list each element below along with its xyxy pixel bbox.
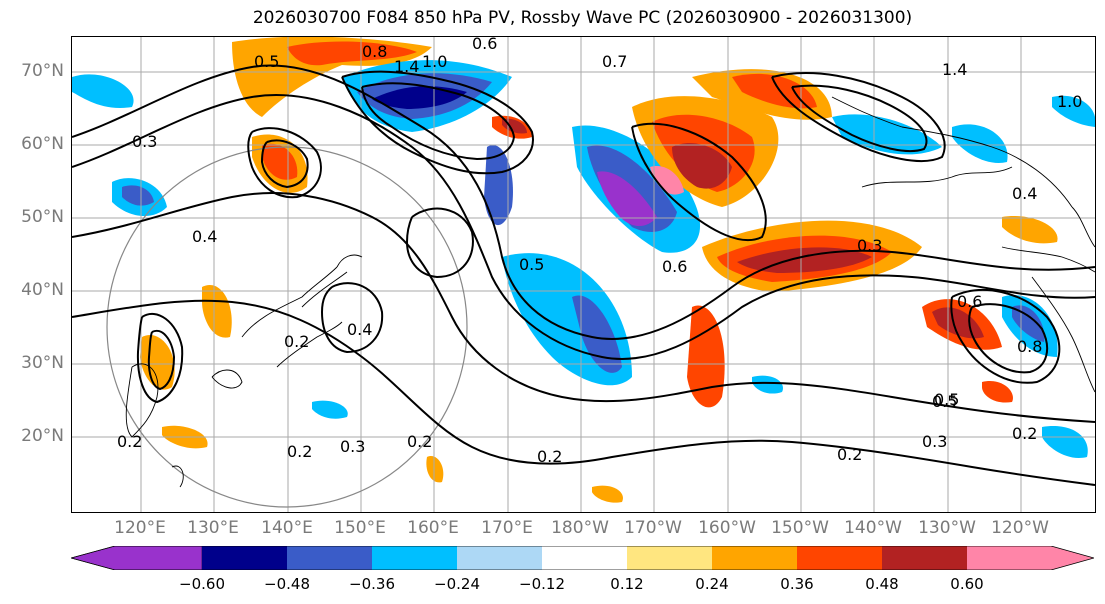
contour-label: 1.0 [1057, 92, 1082, 111]
pv-field-map: 0.5 0.8 1.4 1.0 0.6 0.6 0.3 0.5 0.2 0.4 … [72, 37, 1095, 512]
contour-label: 0.4 [192, 227, 217, 246]
colorbar-tick-label: −0.12 [519, 575, 565, 593]
lon-label: 160°E [407, 518, 459, 538]
contour-label: 0.8 [362, 42, 387, 61]
lon-label: 170°E [481, 518, 533, 538]
colorbar-tick-label: 0.36 [780, 575, 814, 593]
colorbar-tick-label: 0.12 [610, 575, 644, 593]
colorbar-segment [372, 546, 457, 570]
contour-label: 0.4 [347, 320, 372, 339]
contour-label: 1.4 [394, 57, 419, 76]
lon-label: 130°W [918, 518, 976, 538]
colorbar-segment [542, 546, 627, 570]
colorbar-segment [457, 546, 542, 570]
anomaly-shading [72, 37, 1095, 503]
contour-label: 0.2 [287, 442, 312, 461]
contour-label: 0.3 [857, 236, 882, 255]
contour-label: 1.4 [942, 60, 967, 79]
colorbar-segment [882, 546, 967, 570]
colorbar-segment [797, 546, 882, 570]
colorbar-tick-label: 0.48 [865, 575, 899, 593]
contour-label: 0.6 [957, 292, 982, 311]
colorbar [71, 546, 1094, 570]
contour-label: 0.5 [934, 390, 959, 409]
lon-label: 120°E [114, 518, 166, 538]
contour-label: 0.3 [132, 132, 157, 151]
colorbar-segment [71, 546, 203, 570]
contour-label: 0.3 [922, 432, 947, 451]
lat-label: 20°N [21, 426, 64, 446]
contour-label: 1.0 [422, 52, 447, 71]
map-panel: 0.5 0.8 1.4 1.0 0.6 0.6 0.3 0.5 0.2 0.4 … [71, 36, 1096, 513]
pv-contours [72, 64, 1095, 486]
contour-label: 0.6 [662, 257, 687, 276]
contour-label: 0.5 [932, 392, 957, 411]
lon-label: 150°W [771, 518, 829, 538]
lon-label: 140°E [261, 518, 313, 538]
colorbar-tick-label: −0.36 [349, 575, 395, 593]
contour-label: 0.8 [1017, 337, 1042, 356]
colorbar-segment [202, 546, 287, 570]
colorbar-tick-label: −0.60 [179, 575, 225, 593]
colorbar-tick-label: −0.48 [264, 575, 310, 593]
contour-label: 0.5 [254, 52, 279, 71]
lat-label: 60°N [21, 134, 64, 154]
colorbar-tick-label: 0.24 [695, 575, 729, 593]
lat-label: 30°N [21, 353, 64, 373]
contour-label: 0.2 [537, 447, 562, 466]
contour-label: 0.6 [472, 37, 497, 53]
lon-label: 160°W [698, 518, 756, 538]
coastlines [125, 96, 1095, 488]
lat-label: 50°N [21, 207, 64, 227]
colorbar-segment [627, 546, 712, 570]
lon-label: 130°E [187, 518, 239, 538]
lat-label: 40°N [21, 280, 64, 300]
contour-label: 0.2 [117, 432, 142, 451]
lat-label: 70°N [21, 61, 64, 81]
contour-label: 0.2 [407, 432, 432, 451]
lon-label: 140°W [844, 518, 902, 538]
lon-label: 180°W [551, 518, 609, 538]
contour-labels: 0.5 0.8 1.4 1.0 0.6 0.6 0.3 0.5 0.2 0.4 … [117, 37, 1082, 466]
lon-label: 170°W [624, 518, 682, 538]
colorbar-segment [287, 546, 372, 570]
colorbar-segment [967, 546, 1094, 570]
contour-label: 0.2 [284, 332, 309, 351]
lon-label: 150°E [334, 518, 386, 538]
contour-label: 0.3 [340, 437, 365, 456]
lon-label: 120°W [991, 518, 1049, 538]
graticule [72, 37, 1095, 512]
contour-label: 0.2 [1012, 424, 1037, 443]
colorbar-tick-label: −0.24 [434, 575, 480, 593]
colorbar-segment [712, 546, 797, 570]
contour-label: 0.5 [519, 255, 544, 274]
colorbar-tick-label: 0.60 [950, 575, 984, 593]
reference-circle [106, 146, 468, 508]
contour-label: 0.2 [837, 445, 862, 464]
map-title: 2026030700 F084 850 hPa PV, Rossby Wave … [252, 8, 913, 28]
contour-label: 0.4 [1012, 184, 1037, 203]
contour-label: 0.7 [602, 52, 627, 71]
